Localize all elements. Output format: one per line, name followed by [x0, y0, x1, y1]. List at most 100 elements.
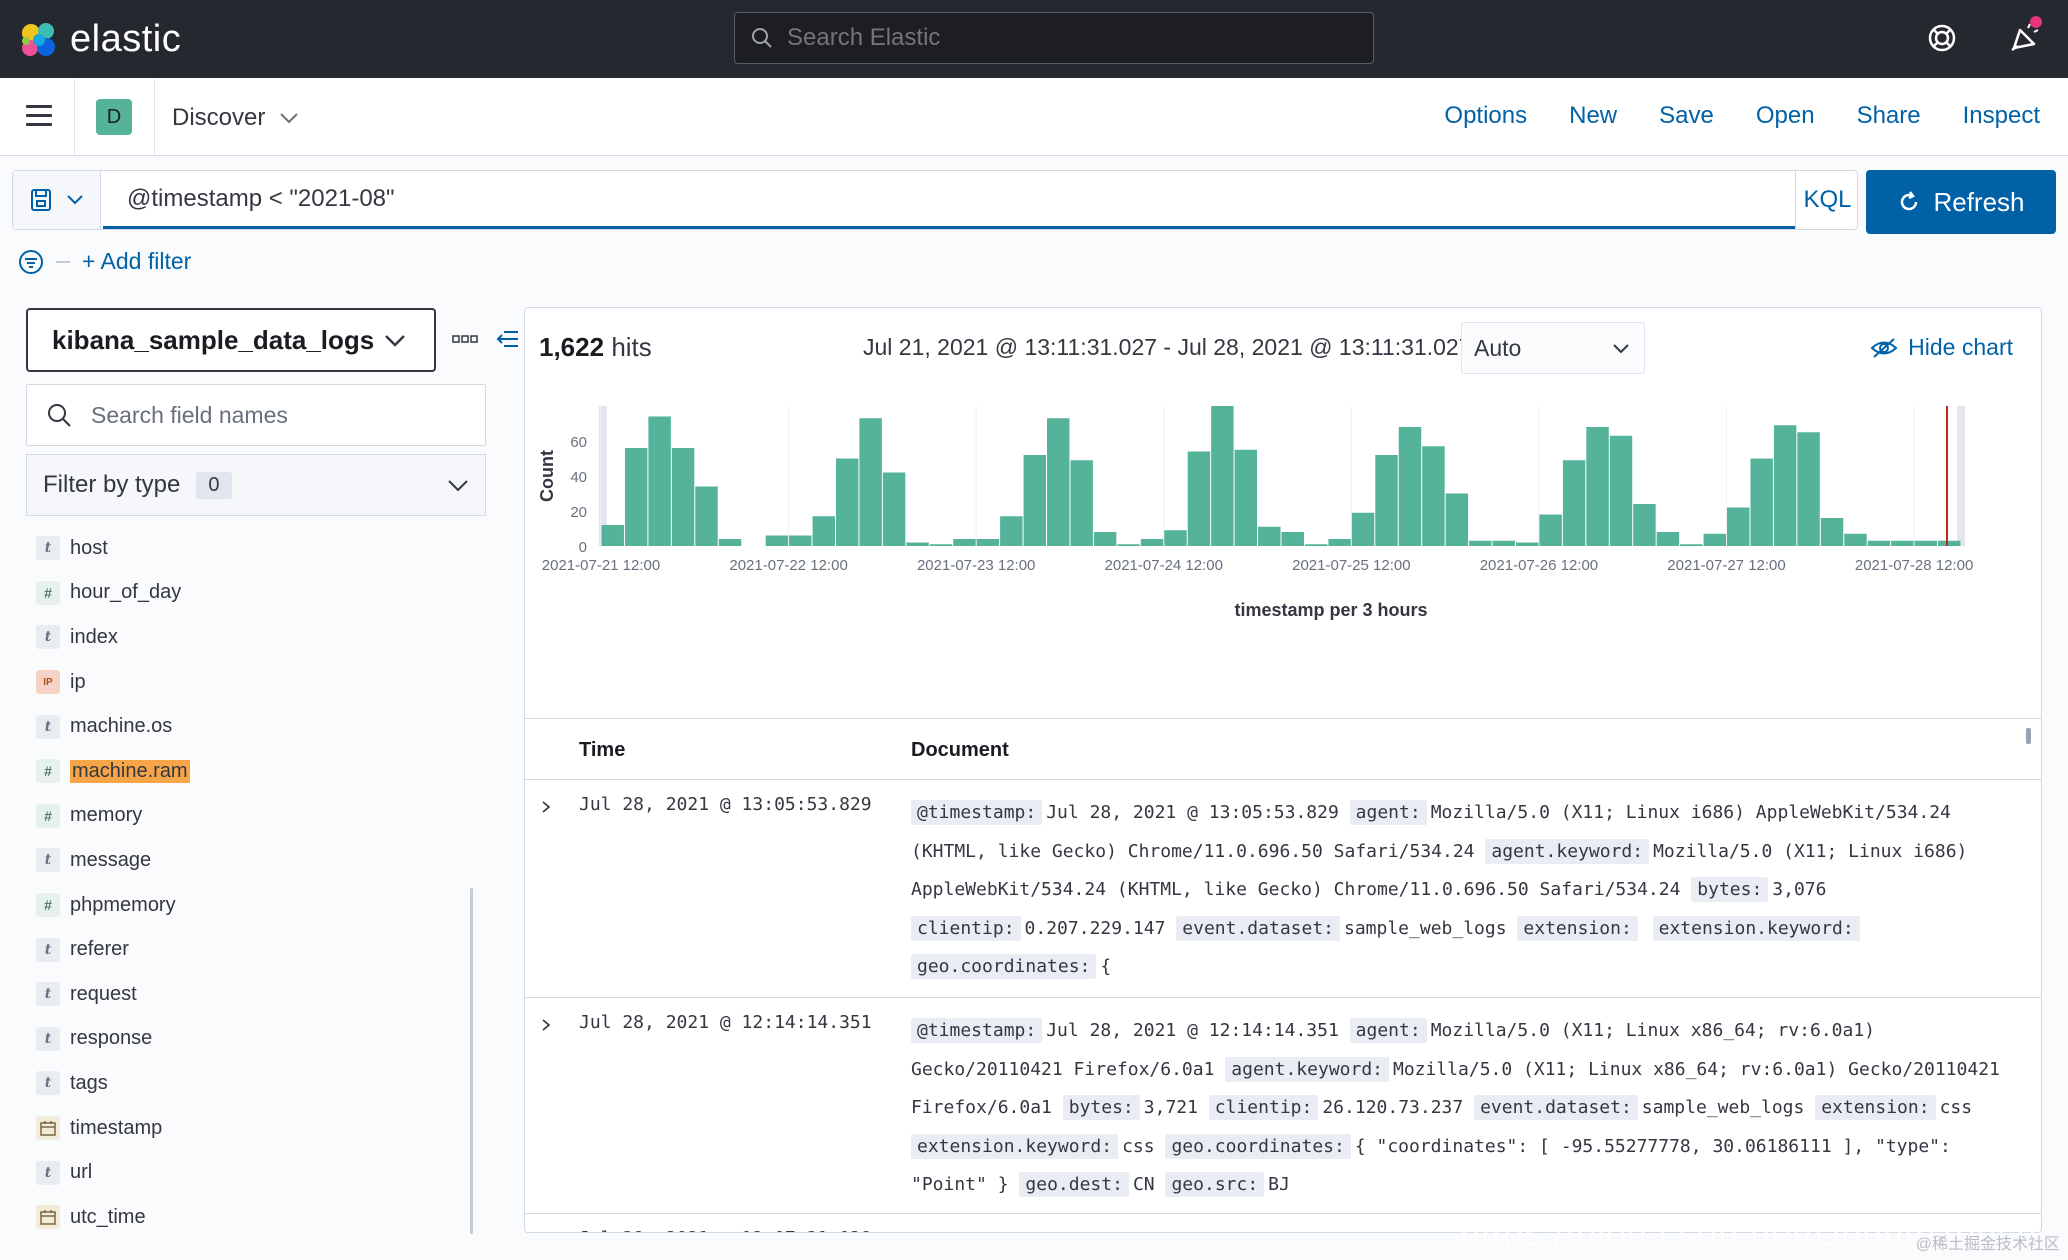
histogram-bar: [1375, 455, 1398, 546]
table-scrollbar[interactable]: [2026, 728, 2031, 744]
doc-field-value: 3,076: [1772, 879, 1827, 900]
field-item[interactable]: # hour_of_day: [36, 571, 476, 616]
chevron-down-icon: [280, 113, 299, 124]
field-item[interactable]: # memory: [36, 794, 476, 839]
elastic-logo[interactable]: elastic: [18, 18, 181, 61]
y-axis-label: Count: [537, 450, 557, 502]
open-link[interactable]: Open: [1755, 102, 1815, 129]
index-pattern-selector[interactable]: kibana_sample_data_logs: [26, 308, 436, 372]
query-input[interactable]: @timestamp < "2021-08": [103, 171, 1795, 229]
field-name: hour_of_day: [70, 581, 182, 604]
doc-field-value: { "coordinates": [ -95.55277778, 30.0618…: [911, 1135, 1951, 1196]
histogram-bar: [1000, 516, 1023, 546]
global-search-field[interactable]: [787, 24, 1347, 52]
newsfeed-button[interactable]: [2006, 16, 2042, 56]
options-link[interactable]: Options: [1444, 102, 1528, 129]
field-item[interactable]: utc_time: [36, 1195, 476, 1240]
field-item[interactable]: t response: [36, 1017, 476, 1062]
field-item[interactable]: t request: [36, 972, 476, 1017]
string-type-icon: t: [36, 937, 60, 962]
doc-field-key: agent.keyword:: [1485, 838, 1650, 864]
x-tick-label: 2021-07-28 12:00: [1855, 557, 1973, 574]
field-item[interactable]: # machine.ram: [36, 749, 476, 794]
chevron-down-icon: [66, 195, 83, 205]
brand-name: elastic: [70, 18, 182, 60]
field-item[interactable]: timestamp: [36, 1106, 476, 1151]
help-icon[interactable]: [1924, 20, 1960, 56]
doc-field-value: 3,721: [1143, 1097, 1198, 1118]
histogram-chart[interactable]: 0 20 40 60 2021-07-21 12:00 2021-07-22 12:00 2…: [525, 388, 2042, 718]
hits-number: 1,622: [539, 332, 605, 362]
more-options-icon[interactable]: [452, 334, 478, 344]
histogram-bar: [929, 544, 953, 546]
string-type-icon: t: [36, 1160, 60, 1185]
expand-row-icon[interactable]: [539, 800, 553, 814]
histogram-bar: [1609, 435, 1633, 546]
date-type-icon: [36, 1205, 60, 1230]
histogram-bar: [695, 486, 718, 546]
kql-language-toggle[interactable]: KQL: [1795, 171, 1859, 229]
field-name: machine.os: [70, 715, 173, 738]
doc-field-key: clientip:: [1208, 1095, 1319, 1120]
sidebar-scrollbar[interactable]: [470, 888, 473, 1234]
histogram-bar: [1211, 406, 1234, 546]
histogram-bar: [1844, 533, 1867, 546]
number-type-icon: #: [36, 893, 60, 918]
column-time[interactable]: Time: [579, 739, 626, 761]
field-name: response: [70, 1027, 153, 1050]
new-link[interactable]: New: [1569, 102, 1618, 129]
field-name: timestamp: [70, 1116, 163, 1139]
save-link[interactable]: Save: [1659, 102, 1714, 129]
field-item[interactable]: # phpmemory: [36, 883, 476, 928]
newsfeed-icon: [2011, 23, 2039, 52]
ip-type-icon: IP: [36, 670, 60, 695]
field-name: url: [70, 1161, 93, 1184]
breadcrumb[interactable]: Discover: [172, 104, 299, 132]
doc-field-key: extension:: [1815, 1095, 1936, 1120]
filter-by-type-dropdown[interactable]: Filter by type 0: [26, 454, 486, 516]
inspect-link[interactable]: Inspect: [1962, 102, 2040, 129]
field-list: t host # hour_of_day t index IP ip t machine.os # m…: [36, 526, 476, 1240]
hide-chart-button[interactable]: Hide chart: [1870, 334, 2013, 361]
table-row: Jul 28, 2021 @ 13:05:53.829 @timestamp: Ju…: [525, 780, 2041, 998]
menu-toggle-icon[interactable]: [26, 105, 52, 127]
field-item[interactable]: t host: [36, 526, 476, 571]
refresh-button[interactable]: Refresh: [1866, 170, 2056, 234]
field-search-input[interactable]: Search field names: [26, 384, 486, 446]
x-tick-label: 2021-07-25 12:00: [1292, 557, 1410, 574]
string-type-icon: t: [36, 1026, 60, 1051]
field-name: machine.ram: [70, 759, 190, 783]
histogram-bar: [1562, 460, 1586, 546]
interval-select[interactable]: Auto: [1461, 322, 1645, 374]
doc-field-key: geo.dest:: [1019, 1172, 1129, 1197]
field-item[interactable]: t machine.os: [36, 704, 476, 749]
field-item[interactable]: t referer: [36, 927, 476, 972]
histogram-bar: [1117, 544, 1140, 546]
histogram-bar: [882, 472, 906, 546]
histogram-bar: [1891, 540, 1914, 546]
field-item[interactable]: t url: [36, 1150, 476, 1195]
histogram-bar: [953, 539, 976, 546]
doc-field-key: event.dataset:: [1176, 915, 1340, 941]
collapse-sidebar-icon[interactable]: [496, 328, 520, 350]
row-time: Jul 28, 2021 @ 13:05:53.829: [579, 794, 872, 815]
histogram-bar: [1258, 526, 1281, 546]
notification-dot: [2030, 16, 2042, 28]
add-filter-button[interactable]: + Add filter: [82, 248, 192, 274]
histogram-bar: [1234, 449, 1258, 546]
field-item[interactable]: t message: [36, 838, 476, 883]
number-type-icon: #: [36, 803, 60, 828]
histogram-bar: [976, 539, 1000, 546]
share-link[interactable]: Share: [1856, 102, 1921, 129]
field-item[interactable]: t index: [36, 615, 476, 660]
field-item[interactable]: IP ip: [36, 660, 476, 705]
expand-row-icon[interactable]: [539, 1018, 553, 1032]
filter-options-icon[interactable]: [18, 249, 44, 275]
space-avatar[interactable]: D: [96, 99, 132, 135]
doc-field-value: CN: [1132, 1174, 1155, 1195]
global-search-input[interactable]: [734, 12, 1374, 64]
saved-query-button[interactable]: [13, 171, 101, 229]
histogram-bar: [1680, 544, 1703, 546]
field-item[interactable]: t tags: [36, 1061, 476, 1106]
field-name: message: [70, 848, 152, 871]
